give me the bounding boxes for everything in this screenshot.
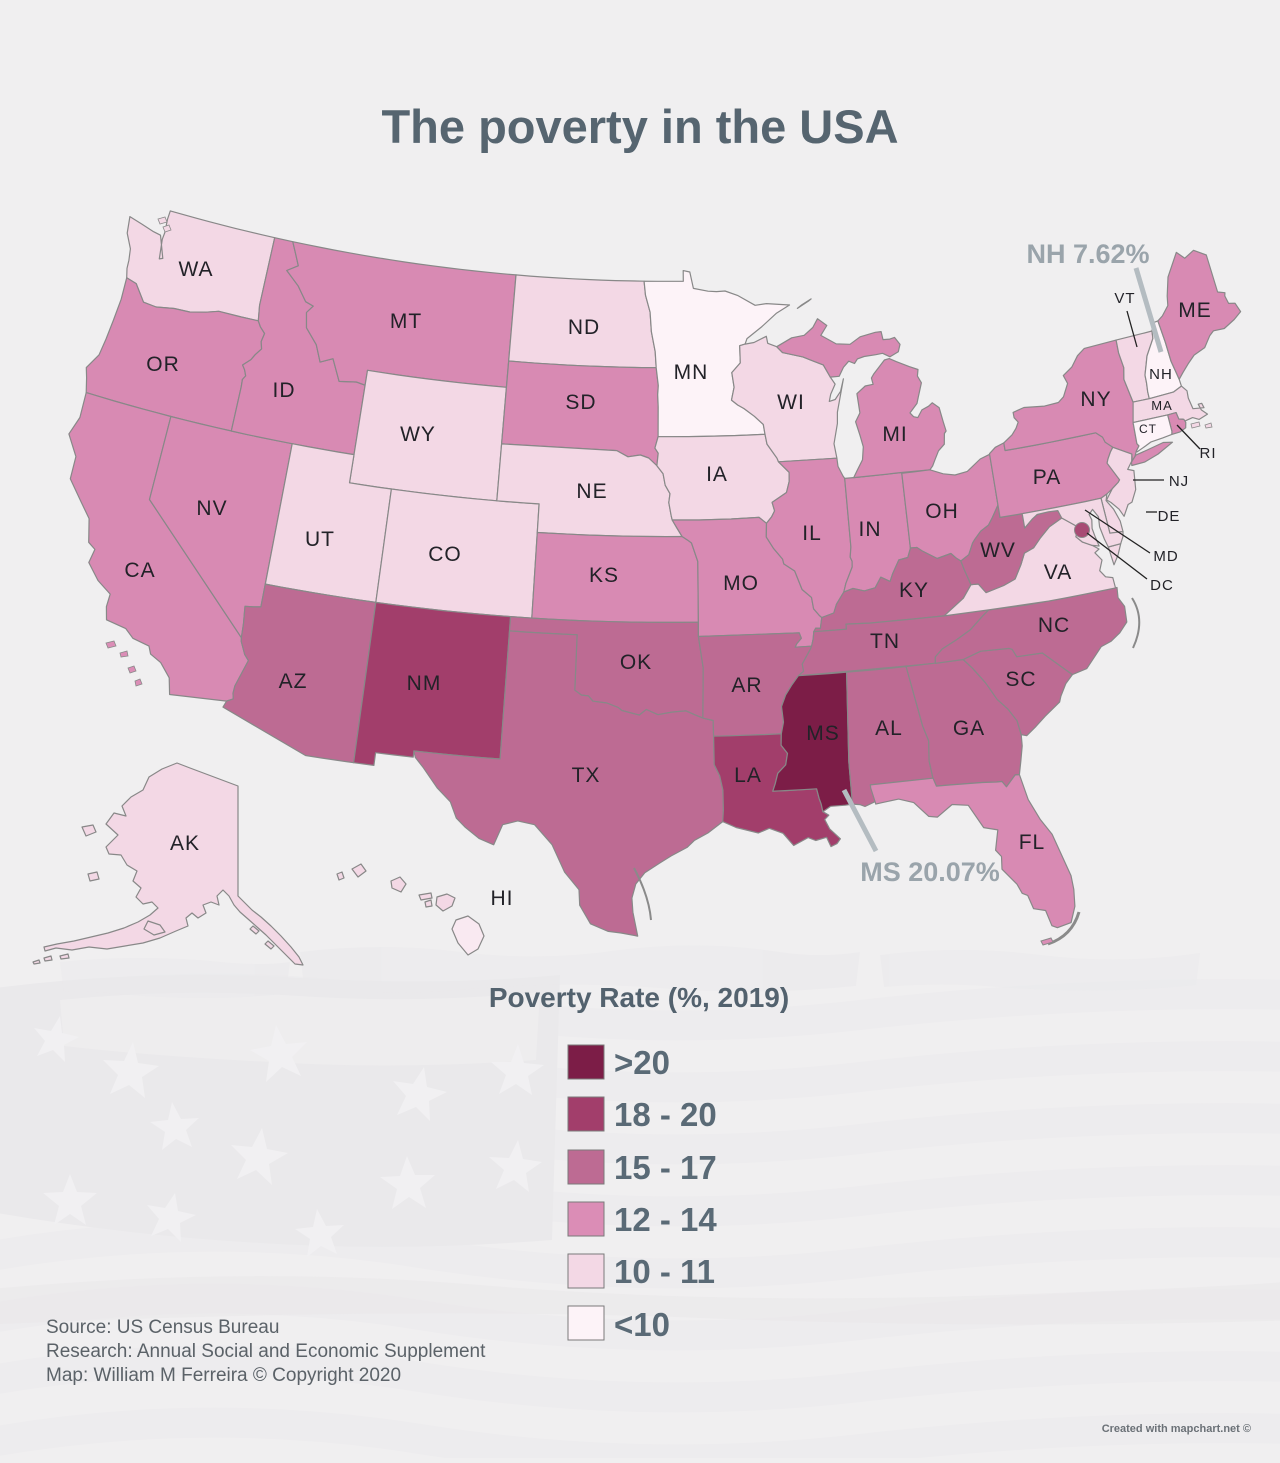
svg-text:>20: >20 [614, 1044, 670, 1081]
svg-text:MO: MO [723, 572, 759, 595]
svg-text:Poverty Rate (%, 2019): Poverty Rate (%, 2019) [489, 982, 789, 1013]
svg-text:HI: HI [491, 887, 514, 910]
svg-text:WY: WY [400, 423, 436, 446]
svg-text:SC: SC [1005, 668, 1036, 691]
svg-text:MS: MS [806, 722, 840, 745]
svg-text:TX: TX [572, 764, 601, 787]
svg-text:IN: IN [859, 518, 882, 541]
svg-text:WV: WV [980, 539, 1016, 562]
svg-text:Research: Annual Social and Ec: Research: Annual Social and Economic Sup… [46, 1341, 486, 1362]
svg-text:NH 7.62%: NH 7.62% [1026, 239, 1149, 269]
svg-text:GA: GA [953, 717, 985, 740]
svg-text:NH: NH [1149, 366, 1173, 383]
svg-text:PA: PA [1033, 466, 1061, 489]
svg-text:VA: VA [1044, 561, 1072, 584]
svg-text:NC: NC [1038, 614, 1070, 637]
svg-text:IL: IL [802, 522, 822, 545]
svg-text:NV: NV [196, 497, 227, 520]
svg-text:MT: MT [390, 310, 422, 333]
svg-text:NM: NM [407, 672, 442, 695]
svg-text:The poverty in the USA: The poverty in the USA [381, 100, 898, 153]
svg-text:ME: ME [1178, 299, 1212, 322]
svg-text:AL: AL [875, 717, 903, 740]
svg-text:OK: OK [620, 651, 652, 674]
svg-text:MI: MI [882, 423, 907, 446]
svg-text:MN: MN [674, 361, 709, 384]
svg-text:KY: KY [899, 579, 929, 602]
svg-text:15 - 17: 15 - 17 [614, 1149, 717, 1186]
svg-text:NE: NE [576, 480, 607, 503]
svg-text:AZ: AZ [279, 670, 308, 693]
svg-text:ID: ID [273, 379, 296, 402]
svg-text:NY: NY [1080, 388, 1111, 411]
svg-text:UT: UT [305, 528, 335, 551]
svg-text:LA: LA [734, 764, 762, 787]
svg-text:OH: OH [925, 500, 959, 523]
svg-text:MS 20.07%: MS 20.07% [860, 857, 1000, 887]
svg-text:ND: ND [568, 316, 600, 339]
svg-text:KS: KS [589, 564, 619, 587]
svg-text:Created with mapchart.net ©: Created with mapchart.net © [1102, 1423, 1251, 1435]
svg-text:Source: US Census Bureau: Source: US Census Bureau [46, 1317, 279, 1338]
svg-text:AR: AR [731, 674, 762, 697]
svg-text:12 - 14: 12 - 14 [614, 1201, 717, 1238]
svg-text:SD: SD [565, 391, 596, 414]
svg-text:DE: DE [1158, 508, 1181, 525]
svg-text:MD: MD [1153, 548, 1178, 565]
svg-text:FL: FL [1019, 831, 1046, 854]
svg-text:Map: William M Ferreira © Copy: Map: William M Ferreira © Copyright 2020 [46, 1365, 401, 1386]
svg-text:10 - 11: 10 - 11 [614, 1253, 715, 1290]
svg-text:NJ: NJ [1169, 473, 1189, 490]
svg-text:CA: CA [124, 559, 155, 582]
svg-text:RI: RI [1200, 445, 1217, 462]
svg-text:MA: MA [1151, 398, 1173, 413]
svg-text:WA: WA [178, 258, 213, 281]
svg-text:AK: AK [170, 832, 200, 855]
svg-text:OR: OR [146, 353, 180, 376]
svg-text:TN: TN [870, 630, 900, 653]
svg-text:CT: CT [1139, 422, 1157, 436]
svg-text:CO: CO [428, 543, 462, 566]
svg-text:DC: DC [1150, 577, 1174, 594]
svg-text:18 - 20: 18 - 20 [614, 1096, 717, 1133]
svg-text:VT: VT [1114, 290, 1135, 307]
svg-text:IA: IA [706, 463, 728, 486]
svg-text:<10: <10 [614, 1306, 670, 1343]
svg-text:WI: WI [777, 391, 805, 414]
